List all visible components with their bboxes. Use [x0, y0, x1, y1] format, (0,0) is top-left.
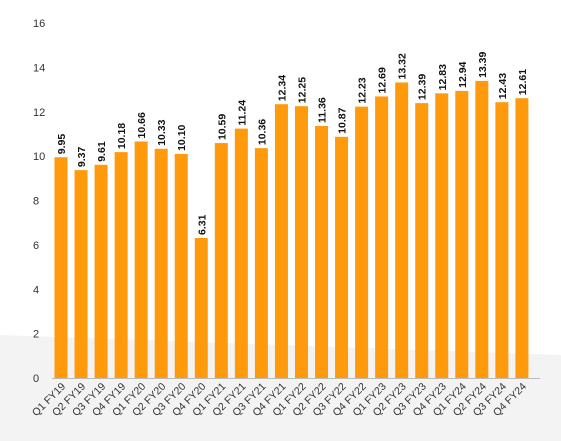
bar	[74, 170, 88, 378]
data-label: 9.95	[56, 134, 68, 155]
bar	[254, 148, 268, 378]
y-tick-label: 16	[33, 18, 45, 30]
bar	[435, 93, 449, 378]
bar	[515, 98, 529, 378]
data-label: 10.66	[136, 112, 148, 138]
bar	[455, 90, 469, 379]
data-label: 12.25	[296, 77, 308, 103]
data-label: 13.32	[397, 53, 409, 79]
bar	[214, 143, 228, 378]
data-label: 12.61	[517, 69, 529, 95]
bar	[355, 106, 369, 378]
data-label: 12.69	[377, 67, 389, 93]
bar	[274, 104, 288, 379]
bar	[335, 136, 349, 378]
bar	[54, 157, 68, 378]
data-label: 10.36	[256, 119, 268, 145]
bar	[415, 103, 429, 379]
data-label: 10.18	[116, 123, 128, 149]
y-tick-label: 2	[33, 329, 39, 341]
bar	[375, 96, 389, 379]
bar	[234, 128, 248, 378]
y-tick-label: 6	[33, 240, 39, 252]
bar	[294, 106, 308, 378]
bar	[174, 153, 188, 378]
data-label: 13.39	[477, 51, 489, 77]
bar	[495, 102, 509, 378]
data-label: 10.87	[337, 107, 349, 133]
data-label: 12.34	[276, 75, 288, 101]
bar	[94, 164, 108, 378]
bar	[194, 237, 208, 378]
bar	[114, 152, 128, 378]
y-tick-label: 10	[33, 151, 45, 163]
data-label: 9.37	[76, 147, 88, 168]
data-label: 10.10	[176, 124, 188, 150]
data-label: 11.36	[317, 97, 329, 123]
bar	[134, 141, 148, 378]
data-label: 6.31	[196, 214, 208, 235]
y-tick-label: 0	[33, 373, 39, 385]
bar	[475, 80, 489, 379]
data-label: 11.24	[236, 100, 248, 126]
data-label: 10.33	[156, 119, 168, 145]
y-tick-label: 14	[33, 62, 45, 74]
data-label: 12.43	[497, 73, 509, 99]
y-tick-label: 12	[33, 107, 45, 119]
bar	[154, 148, 168, 378]
data-label: 10.59	[216, 114, 228, 140]
data-label: 12.23	[357, 77, 369, 103]
data-label: 12.94	[457, 61, 469, 87]
data-label: 12.39	[417, 74, 429, 100]
bar	[315, 125, 329, 378]
data-label: 9.61	[96, 141, 108, 162]
y-tick-label: 8	[33, 196, 39, 208]
y-tick-label: 4	[33, 284, 39, 296]
data-label: 12.83	[437, 64, 449, 90]
bar	[395, 82, 409, 379]
